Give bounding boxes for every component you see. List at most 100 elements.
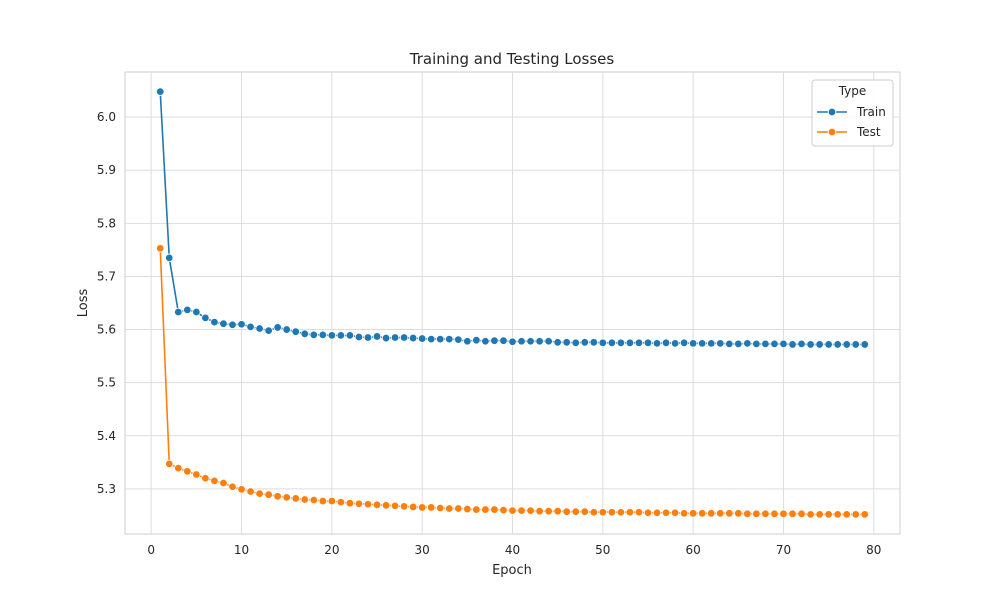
x-tick-label: 60 <box>686 543 701 557</box>
data-point-train <box>300 329 309 338</box>
data-point-test <box>381 501 391 510</box>
data-point-train <box>499 336 508 345</box>
data-point-train <box>427 334 436 344</box>
data-point-train <box>436 334 445 344</box>
y-tick-label: 5.3 <box>97 482 116 496</box>
data-point-test <box>761 509 770 519</box>
data-point-train <box>454 335 463 344</box>
data-point-test <box>770 509 779 519</box>
data-point-train <box>815 340 824 349</box>
data-point-train <box>219 319 228 328</box>
data-point-test <box>165 459 174 469</box>
data-point-train <box>336 331 346 340</box>
data-point-train <box>743 339 752 348</box>
y-tick-label: 5.4 <box>97 429 116 443</box>
data-point-test <box>454 504 463 513</box>
data-point-train <box>779 339 788 349</box>
y-axis-label: Loss <box>76 289 91 318</box>
data-point-train <box>544 337 553 346</box>
legend-label-test: Test <box>856 125 881 139</box>
data-point-test <box>390 501 400 511</box>
data-point-test <box>815 510 824 519</box>
data-point-test <box>417 503 427 512</box>
legend-marker-test <box>827 127 837 137</box>
data-point-test <box>526 506 535 515</box>
data-point-test <box>544 506 553 516</box>
data-point-train <box>761 339 770 349</box>
y-tick-label: 5.7 <box>97 269 116 283</box>
data-point-test <box>210 476 219 486</box>
data-point-test <box>318 496 328 506</box>
data-point-test <box>851 510 860 519</box>
data-point-test <box>472 505 481 514</box>
data-point-train <box>670 339 680 348</box>
data-point-test <box>842 510 851 519</box>
data-point-test <box>499 505 508 515</box>
data-point-test <box>445 504 454 513</box>
data-point-test <box>246 487 255 496</box>
data-point-train <box>472 335 481 345</box>
data-point-test <box>571 507 580 516</box>
data-point-train <box>851 340 860 349</box>
data-point-train <box>481 337 490 346</box>
data-point-train <box>616 338 626 348</box>
data-point-train <box>788 340 797 349</box>
data-point-train <box>246 322 255 332</box>
legend-title: Type <box>838 84 867 98</box>
data-point-test <box>652 508 662 517</box>
data-point-train <box>318 330 328 340</box>
data-point-test <box>860 510 869 519</box>
data-point-train <box>580 338 589 347</box>
data-point-test <box>616 508 626 517</box>
data-point-test <box>490 505 499 514</box>
legend-label-train: Train <box>856 105 886 119</box>
data-point-train <box>824 340 833 349</box>
data-point-test <box>463 504 472 514</box>
data-point-train <box>327 331 337 340</box>
data-point-train <box>589 338 598 347</box>
data-point-test <box>553 506 562 516</box>
data-point-train <box>408 333 418 343</box>
data-point-train <box>345 331 355 340</box>
data-point-test <box>192 470 201 479</box>
data-point-train <box>228 320 237 329</box>
legend-marker-train <box>827 107 837 117</box>
data-point-test <box>806 510 815 519</box>
data-point-train <box>508 337 517 346</box>
data-point-train <box>490 336 499 345</box>
x-tick-label: 80 <box>866 543 881 557</box>
data-point-test <box>354 499 364 508</box>
data-point-train <box>201 313 210 323</box>
data-point-train <box>571 338 580 348</box>
data-point-test <box>670 508 680 517</box>
data-point-test <box>779 509 788 519</box>
data-point-test <box>372 500 382 509</box>
data-point-test <box>273 492 282 501</box>
data-point-test <box>327 496 337 506</box>
data-point-test <box>824 510 833 519</box>
data-point-train <box>734 339 743 349</box>
data-point-train <box>725 339 734 349</box>
data-point-test <box>752 509 761 519</box>
data-point-train <box>354 332 364 342</box>
data-point-train <box>192 307 201 317</box>
x-tick-label: 20 <box>324 543 339 557</box>
data-point-test <box>743 509 752 519</box>
data-point-test <box>707 509 716 518</box>
data-point-test <box>300 495 309 504</box>
x-tick-label: 70 <box>776 543 791 557</box>
data-point-test <box>336 497 346 507</box>
data-point-test <box>408 502 418 512</box>
data-point-train <box>390 333 400 342</box>
data-point-test <box>607 508 617 517</box>
data-point-train <box>707 339 716 348</box>
data-point-train <box>679 338 689 348</box>
data-point-test <box>517 506 526 515</box>
data-point-train <box>237 320 246 329</box>
data-point-train <box>264 326 273 335</box>
chart-title: Training and Testing Losses <box>409 50 615 68</box>
data-point-train <box>553 338 562 347</box>
data-point-test <box>174 463 183 473</box>
data-point-test <box>291 494 300 503</box>
